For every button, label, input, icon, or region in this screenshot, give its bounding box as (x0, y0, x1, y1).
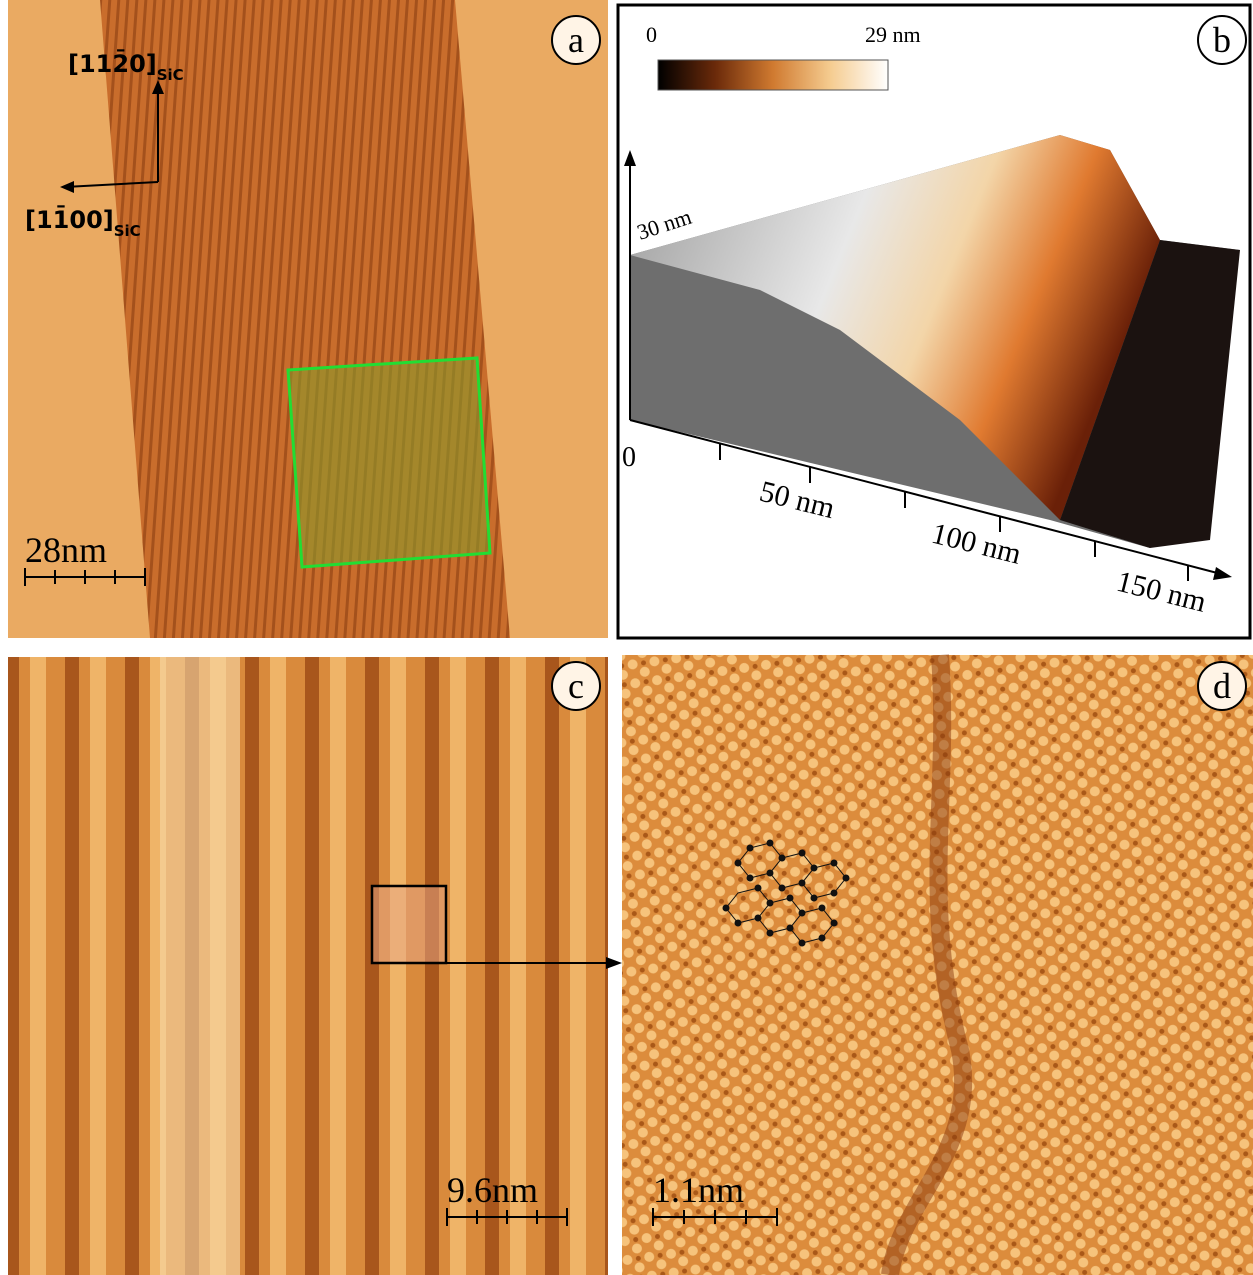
scale-label: 1.1nm (653, 1170, 744, 1210)
colorbar-max: 29 nm (865, 22, 921, 47)
panel-label: d (1213, 666, 1231, 706)
panel-label: b (1213, 20, 1231, 60)
selection-box (288, 358, 490, 567)
bright-stripe (160, 657, 240, 1275)
x-label: 0 (622, 442, 636, 473)
arrow-head (606, 957, 622, 969)
colorbar (658, 60, 888, 90)
colorbar-min: 0 (646, 22, 657, 47)
figure: [112̄0]SiC [11̄00]SiC 28nm a 0 29 nm 30 … (0, 0, 1253, 1275)
scale-label: 28nm (25, 530, 107, 570)
panel-label: a (568, 20, 584, 60)
zoom-box (372, 886, 446, 963)
panel-label: c (568, 666, 584, 706)
scale-label: 9.6nm (447, 1170, 538, 1210)
